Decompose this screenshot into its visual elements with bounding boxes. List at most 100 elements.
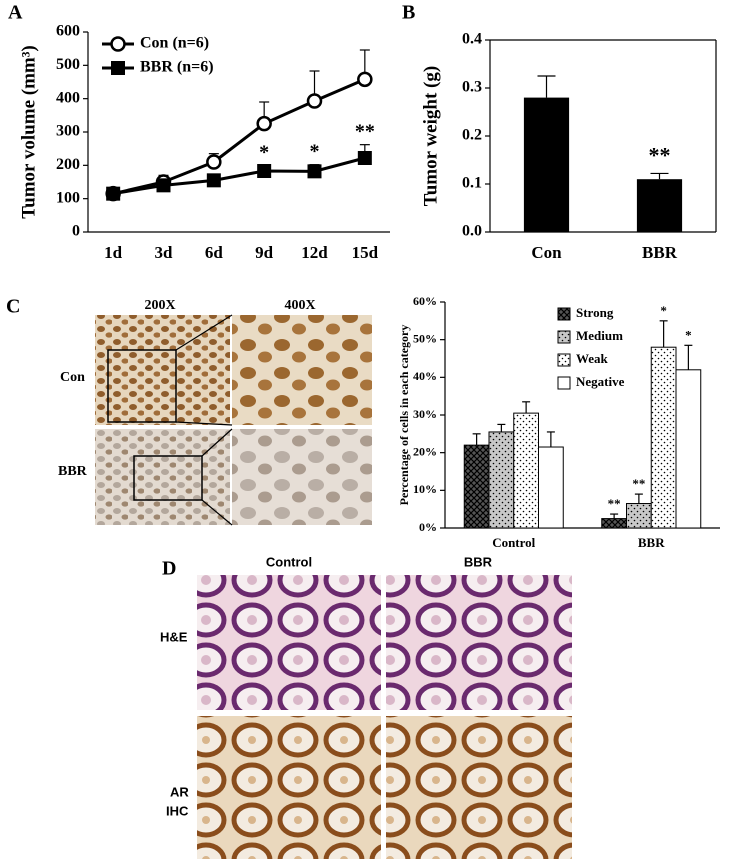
legend-label: Con (n=6) (140, 35, 209, 52)
bar (538, 446, 564, 529)
bar (488, 431, 515, 529)
legend-label: Negative (576, 374, 625, 389)
marker (156, 178, 171, 193)
y-tick-label: 200 (56, 156, 80, 173)
bar (636, 179, 683, 232)
y-tick-label: 300 (56, 123, 80, 140)
y-axis-label: Tumor volume (mm³) (18, 45, 39, 219)
panel-letters: A B C D (6, 2, 415, 580)
y-tick-label: 40% (413, 369, 437, 383)
micrograph (386, 716, 572, 859)
micrograph (386, 575, 572, 710)
marker (106, 186, 121, 201)
bar (650, 346, 677, 529)
x-tick-label: 6d (205, 243, 224, 262)
row-label: BBR (58, 464, 88, 479)
y-tick-label: 500 (56, 56, 80, 73)
micrographs-c: 200X 400X Con BBR (58, 298, 372, 526)
x-tick-label: 1d (104, 243, 123, 262)
y-tick-label: 0.2 (462, 127, 482, 144)
marker (357, 71, 373, 88)
y-tick-label: 0.1 (462, 175, 482, 192)
bar (601, 518, 627, 529)
column-label: Control (266, 554, 312, 569)
marker (357, 151, 372, 165)
zoom-box (133, 455, 203, 501)
marker (256, 115, 272, 132)
panel-letter: D (162, 558, 176, 580)
marker (307, 164, 322, 179)
annotation: * (310, 140, 320, 162)
legend-swatch (557, 353, 571, 367)
legend-label: Strong (576, 305, 614, 320)
y-axis-label: Tumor weight (g) (420, 66, 441, 206)
y-tick-label: 50% (413, 331, 437, 345)
row-label: IHC (166, 803, 189, 818)
micrographs-d: Control BBR H&E AR IHC (160, 554, 572, 859)
legend-label: Weak (576, 351, 609, 366)
legend-label: BBR (n=6) (140, 59, 214, 76)
x-tick-label: 12d (301, 243, 328, 262)
y-tick-label: 0% (419, 520, 437, 534)
annotation: * (660, 303, 667, 318)
zoom-box (107, 349, 177, 423)
legend-swatch (557, 330, 571, 344)
y-tick-label: 400 (56, 89, 80, 106)
y-tick-label: 600 (56, 23, 80, 40)
legend-label: Medium (576, 328, 623, 343)
column-label: 200X (144, 298, 175, 313)
bar (675, 369, 702, 529)
annotation: ** (649, 142, 671, 167)
y-tick-label: 10% (413, 482, 437, 496)
x-tick-label: Control (492, 535, 535, 550)
legend-swatch (557, 307, 571, 321)
annotation: ** (355, 120, 375, 142)
zoom-lines (175, 314, 233, 426)
legend-marker (110, 36, 126, 52)
panel-letter: B (402, 2, 415, 24)
panel-letter: C (6, 296, 20, 318)
y-tick-label: 30% (413, 407, 437, 421)
micrograph (197, 716, 381, 859)
x-tick-label: Con (531, 243, 562, 262)
y-tick-label: 0 (72, 223, 80, 240)
annotation: ** (608, 496, 621, 511)
marker (206, 173, 221, 188)
column-label: BBR (464, 554, 493, 569)
x-tick-label: 15d (352, 243, 379, 262)
row-label: AR (170, 784, 189, 799)
micrograph (95, 429, 230, 525)
bar (463, 444, 490, 529)
x-tick-label: 9d (255, 243, 274, 262)
legend-marker (111, 61, 125, 75)
series-line (112, 77, 366, 196)
y-axis-label: Percentage of cells in each category (397, 325, 411, 506)
bar (523, 97, 570, 232)
marker (257, 164, 272, 178)
row-label: Con (60, 370, 85, 385)
legend-swatch (557, 376, 571, 390)
bar (626, 503, 652, 529)
marker (206, 154, 222, 170)
micrograph (95, 315, 230, 425)
micrograph (197, 575, 381, 710)
annotation: ** (632, 476, 645, 491)
marker (306, 93, 323, 109)
x-tick-label: 3d (155, 243, 174, 262)
y-tick-label: 100 (56, 189, 80, 206)
micrograph (232, 429, 372, 525)
x-tick-label: BBR (638, 535, 665, 550)
micrograph (232, 315, 372, 425)
x-tick-label: BBR (642, 243, 678, 262)
row-label: H&E (160, 629, 188, 644)
y-tick-label: 0.4 (462, 31, 482, 48)
annotation: * (685, 327, 692, 342)
y-tick-label: 20% (413, 444, 437, 458)
panel-letter: A (8, 2, 23, 24)
y-tick-label: 0.0 (462, 223, 482, 240)
series-line (112, 156, 366, 196)
annotation: * (259, 142, 269, 164)
bar (513, 412, 539, 529)
y-tick-label: 60% (413, 294, 437, 308)
